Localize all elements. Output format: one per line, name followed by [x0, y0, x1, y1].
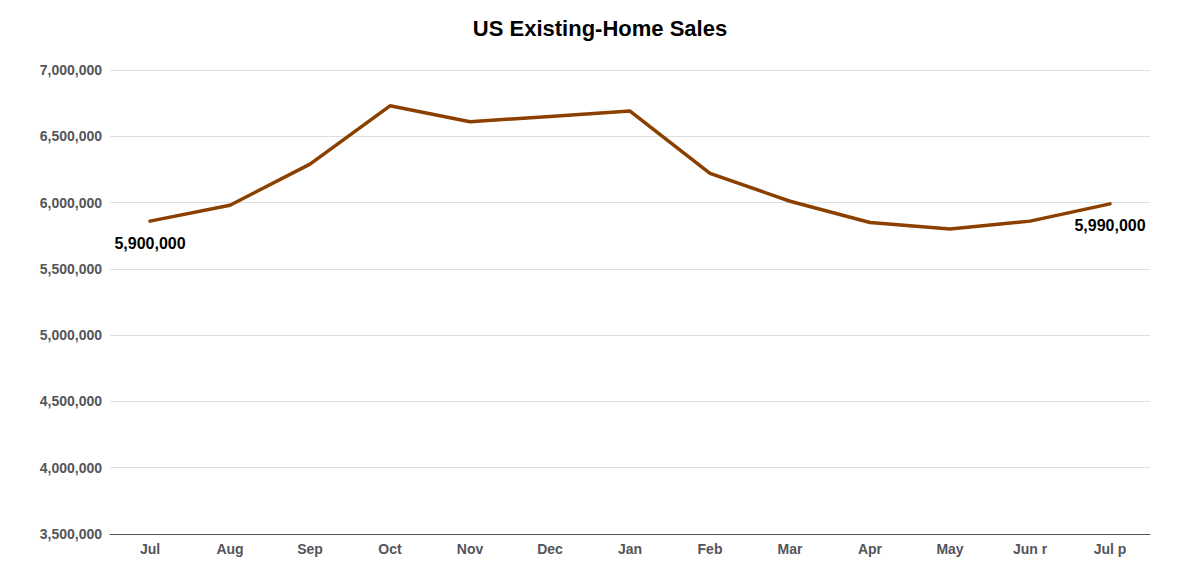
- svg-text:5,500,000: 5,500,000: [40, 261, 102, 277]
- svg-text:Feb: Feb: [698, 541, 723, 557]
- svg-text:3,500,000: 3,500,000: [40, 526, 102, 542]
- svg-text:Nov: Nov: [457, 541, 484, 557]
- svg-text:May: May: [936, 541, 963, 557]
- svg-text:4,000,000: 4,000,000: [40, 460, 102, 476]
- svg-text:Oct: Oct: [378, 541, 402, 557]
- svg-text:Sep: Sep: [297, 541, 323, 557]
- svg-text:5,900,000: 5,900,000: [114, 235, 185, 252]
- svg-text:Apr: Apr: [858, 541, 883, 557]
- svg-text:6,000,000: 6,000,000: [40, 195, 102, 211]
- svg-text:Mar: Mar: [778, 541, 803, 557]
- svg-text:Jan: Jan: [618, 541, 642, 557]
- svg-text:5,990,000: 5,990,000: [1074, 217, 1145, 234]
- svg-text:7,000,000: 7,000,000: [40, 62, 102, 78]
- svg-text:Jun r: Jun r: [1013, 541, 1048, 557]
- svg-text:5,000,000: 5,000,000: [40, 327, 102, 343]
- svg-text:Jul p: Jul p: [1094, 541, 1127, 557]
- svg-text:Dec: Dec: [537, 541, 563, 557]
- svg-text:US Existing-Home Sales: US Existing-Home Sales: [473, 16, 727, 41]
- svg-text:6,500,000: 6,500,000: [40, 128, 102, 144]
- svg-text:Jul: Jul: [140, 541, 160, 557]
- svg-text:4,500,000: 4,500,000: [40, 393, 102, 409]
- svg-text:Aug: Aug: [216, 541, 243, 557]
